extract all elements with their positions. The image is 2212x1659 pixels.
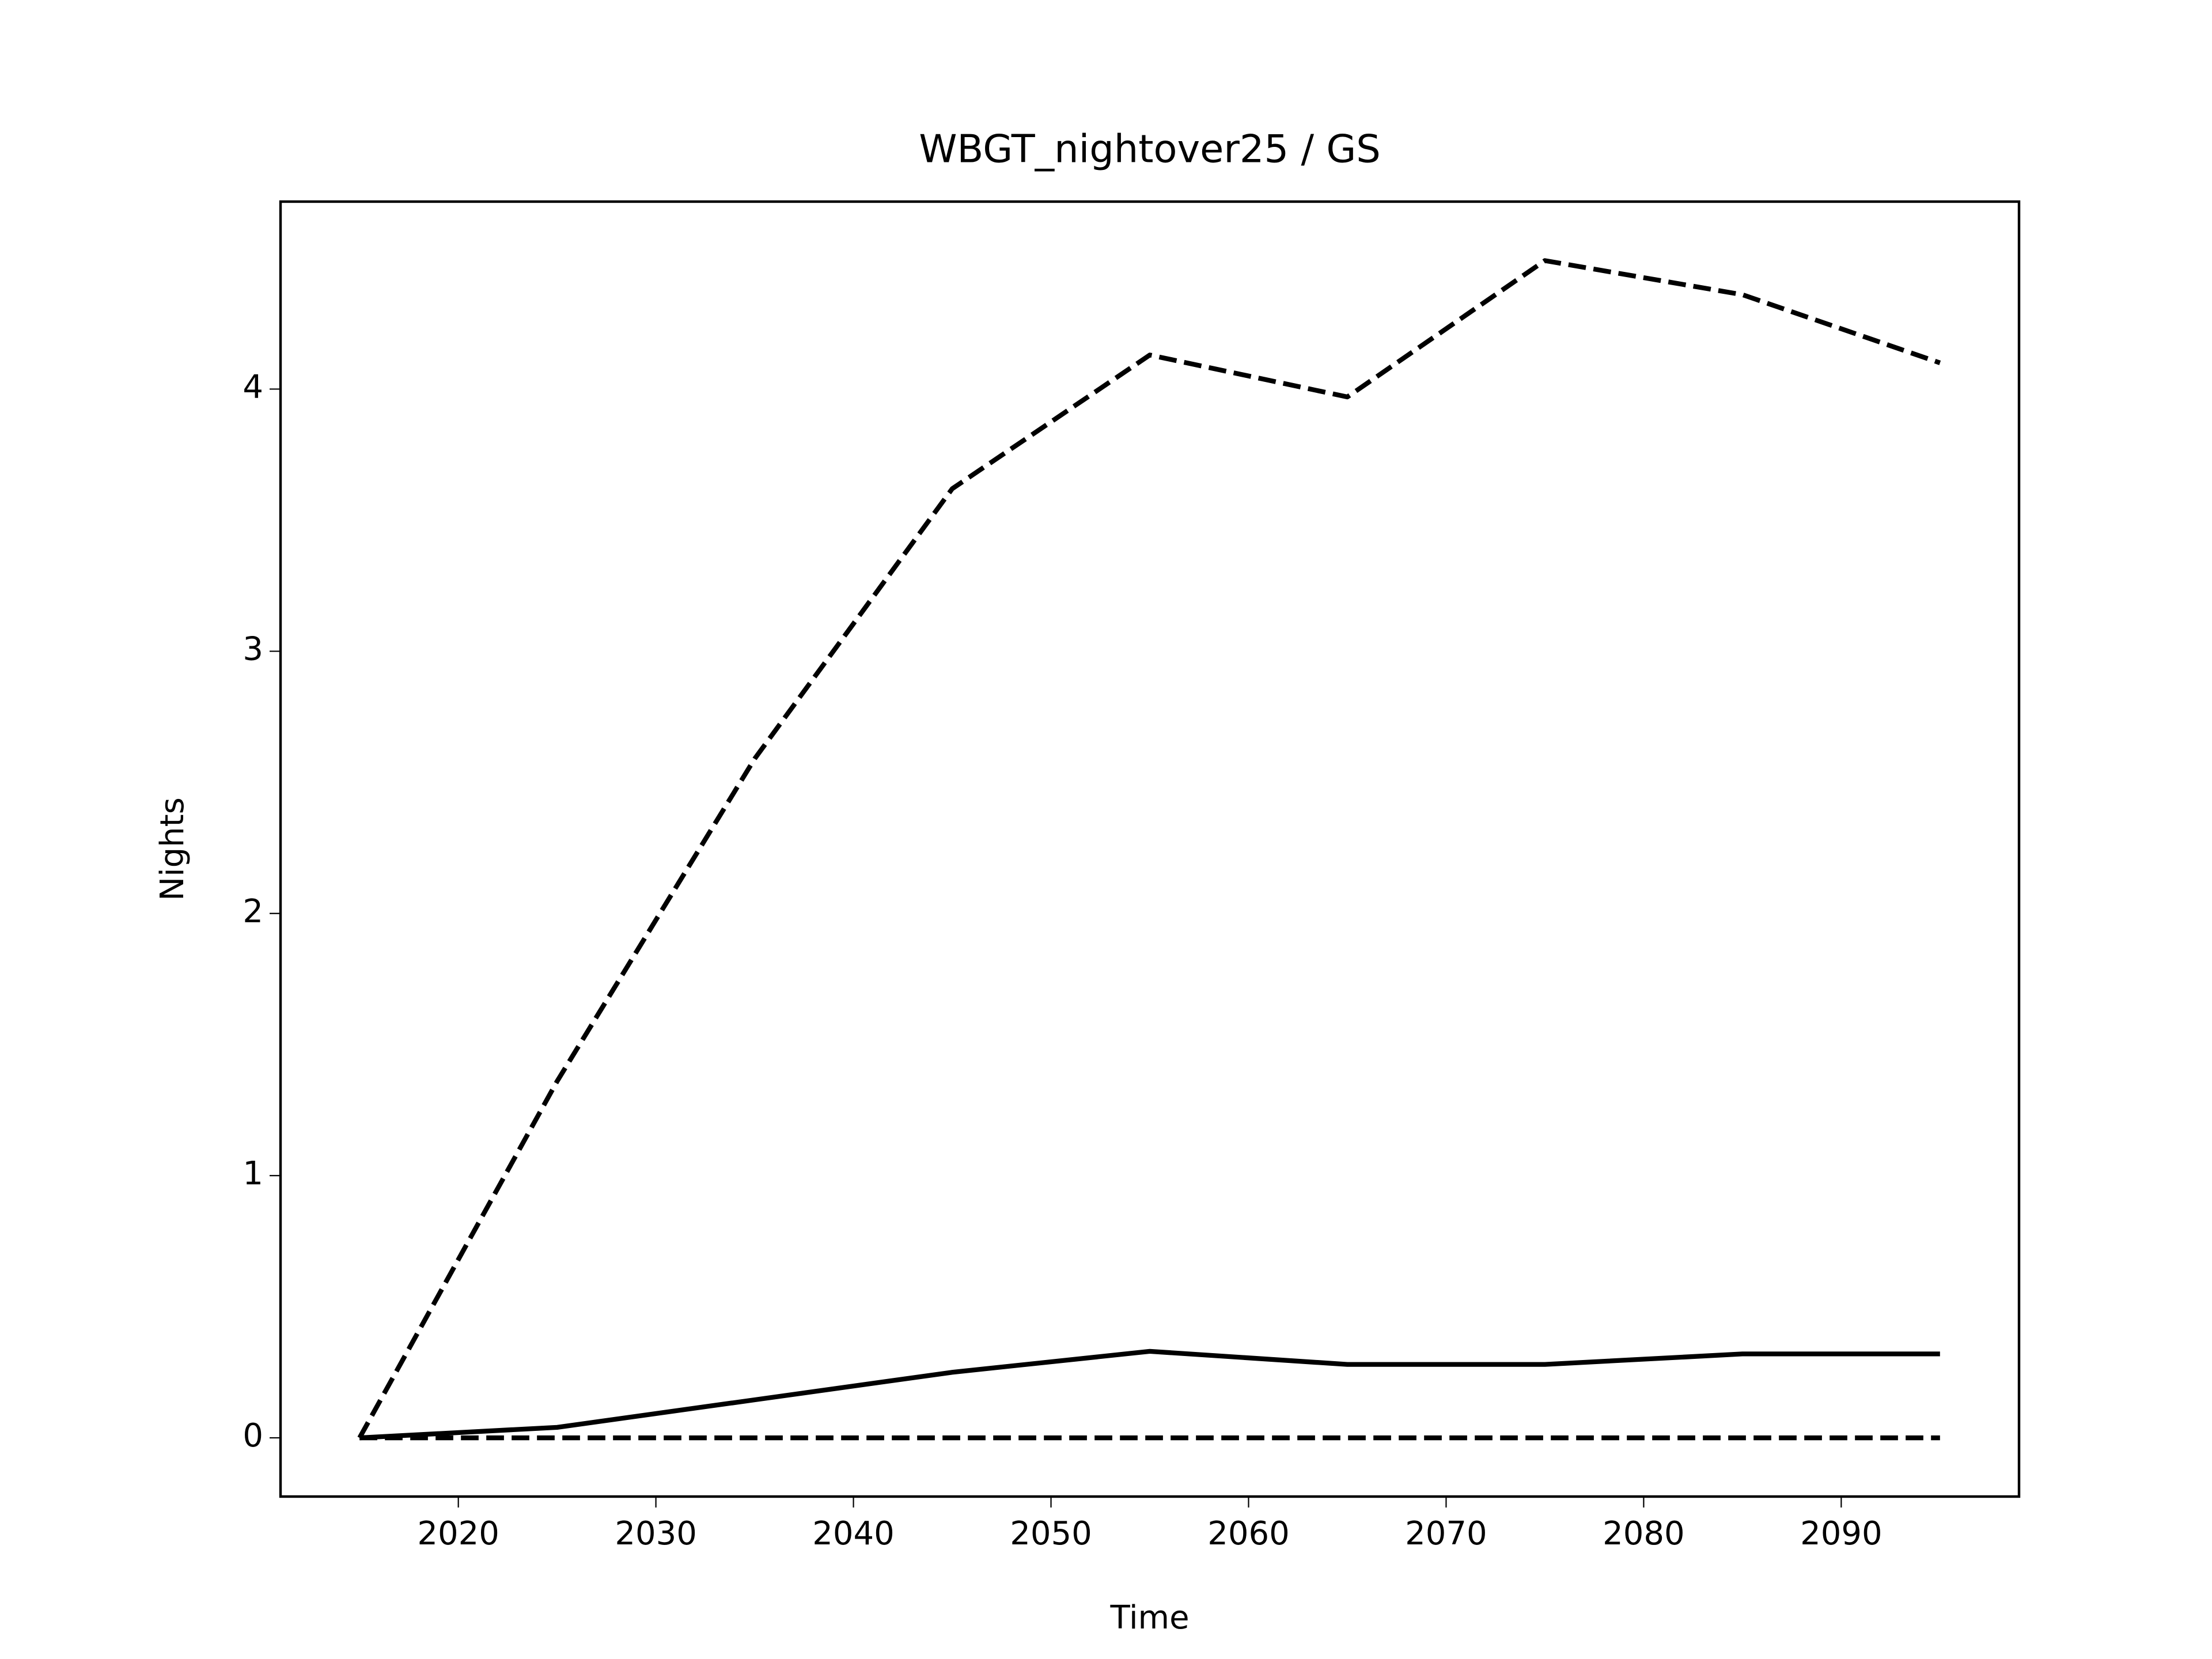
chart-title: WBGT_nightover25 / GS xyxy=(919,127,1381,172)
x-tick-label: 2080 xyxy=(1603,1515,1685,1552)
x-tick-label: 2090 xyxy=(1800,1515,1883,1552)
x-tick-label: 2040 xyxy=(812,1515,895,1552)
x-axis-label: Time xyxy=(1109,1599,1189,1637)
y-tick-label: 3 xyxy=(243,631,263,668)
x-tick-label: 2020 xyxy=(417,1515,499,1552)
y-axis-label: Nights xyxy=(154,797,191,901)
y-tick-label: 1 xyxy=(243,1155,263,1192)
x-tick-label: 2050 xyxy=(1010,1515,1092,1552)
series-line xyxy=(357,258,1941,1440)
axes-frame xyxy=(279,200,2021,1498)
x-tick-label: 2070 xyxy=(1405,1515,1487,1552)
series-line xyxy=(359,1349,1940,1441)
y-tick-label: 2 xyxy=(243,893,263,930)
x-tick-label: 2030 xyxy=(615,1515,697,1552)
y-tick-label: 0 xyxy=(243,1417,263,1455)
y-tick-label: 4 xyxy=(243,369,263,406)
x-tick-label: 2060 xyxy=(1207,1515,1290,1552)
